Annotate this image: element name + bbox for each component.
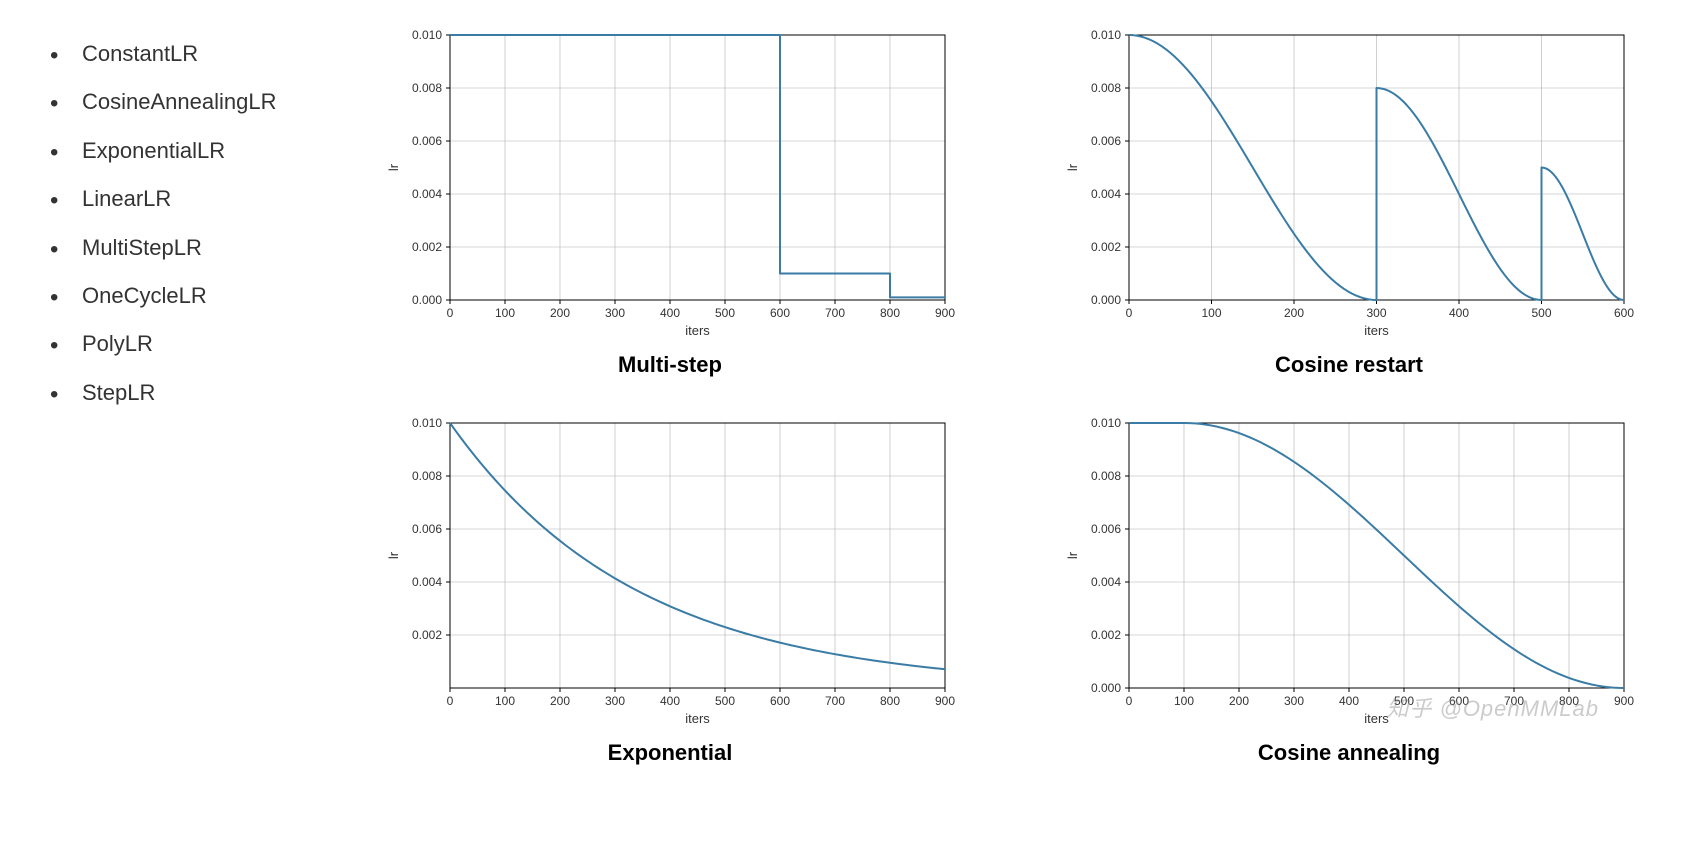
svg-text:900: 900 [935, 306, 955, 320]
svg-text:200: 200 [550, 306, 570, 320]
list-item: MultiStepLR [40, 224, 340, 272]
svg-text:800: 800 [880, 306, 900, 320]
svg-text:900: 900 [935, 694, 955, 708]
svg-text:iters: iters [1364, 711, 1389, 726]
chart-title: Exponential [380, 740, 960, 766]
chart-title: Cosine restart [1059, 352, 1639, 378]
list-item: ExponentialLR [40, 127, 340, 175]
sidebar-list: ConstantLR CosineAnnealingLR Exponential… [20, 20, 340, 417]
svg-text:0.010: 0.010 [1091, 28, 1121, 42]
list-item: CosineAnnealingLR [40, 78, 340, 126]
svg-text:lr: lr [1065, 551, 1080, 559]
svg-text:500: 500 [715, 306, 735, 320]
svg-text:600: 600 [770, 306, 790, 320]
svg-text:400: 400 [660, 694, 680, 708]
svg-text:300: 300 [605, 694, 625, 708]
svg-text:lr: lr [386, 551, 401, 559]
svg-text:0: 0 [447, 306, 454, 320]
svg-text:0.006: 0.006 [412, 522, 442, 536]
svg-text:0.002: 0.002 [1091, 628, 1121, 642]
svg-text:0.000: 0.000 [1091, 293, 1121, 307]
svg-text:0.002: 0.002 [412, 240, 442, 254]
chart-title: Cosine annealing [1059, 740, 1639, 766]
svg-text:600: 600 [1614, 306, 1634, 320]
svg-text:0.004: 0.004 [412, 575, 442, 589]
svg-text:200: 200 [1284, 306, 1304, 320]
svg-text:0.010: 0.010 [412, 28, 442, 42]
svg-text:600: 600 [770, 694, 790, 708]
svg-text:700: 700 [825, 694, 845, 708]
svg-text:300: 300 [605, 306, 625, 320]
svg-text:lr: lr [386, 163, 401, 171]
chart-grid: 0 100 200 300 400 500 600 700 800 900 0.000 0.002 0.… [380, 20, 1678, 766]
chart-cosine-annealing: 0 100 200 300 400 500 600 700 800 900 0.000 0.002 0.… [1059, 408, 1639, 766]
svg-text:iters: iters [685, 323, 710, 338]
svg-text:0.008: 0.008 [412, 469, 442, 483]
svg-text:0.008: 0.008 [1091, 469, 1121, 483]
svg-text:100: 100 [1174, 694, 1194, 708]
svg-text:800: 800 [880, 694, 900, 708]
svg-text:500: 500 [1531, 306, 1551, 320]
svg-text:500: 500 [1394, 694, 1414, 708]
chart-exponential: 0 100 200 300 400 500 600 700 800 900 0.002 0.004 0.… [380, 408, 960, 766]
svg-text:0.010: 0.010 [412, 416, 442, 430]
svg-text:700: 700 [825, 306, 845, 320]
list-item: ConstantLR [40, 30, 340, 78]
plot-svg: 0 100 200 300 400 500 600 700 800 900 0.000 0.002 0.… [380, 20, 960, 350]
svg-text:300: 300 [1284, 694, 1304, 708]
svg-text:0: 0 [1126, 694, 1133, 708]
svg-text:0.004: 0.004 [1091, 187, 1121, 201]
svg-text:0: 0 [447, 694, 454, 708]
svg-text:0.006: 0.006 [1091, 522, 1121, 536]
svg-text:600: 600 [1449, 694, 1469, 708]
list-item: PolyLR [40, 320, 340, 368]
svg-text:0.008: 0.008 [412, 81, 442, 95]
svg-text:100: 100 [495, 694, 515, 708]
svg-text:iters: iters [685, 711, 710, 726]
svg-text:0.008: 0.008 [1091, 81, 1121, 95]
svg-text:300: 300 [1366, 306, 1386, 320]
svg-text:400: 400 [660, 306, 680, 320]
svg-text:0.006: 0.006 [412, 134, 442, 148]
svg-text:0.004: 0.004 [1091, 575, 1121, 589]
svg-text:700: 700 [1504, 694, 1524, 708]
svg-text:0: 0 [1126, 306, 1133, 320]
svg-text:200: 200 [1229, 694, 1249, 708]
svg-text:iters: iters [1364, 323, 1389, 338]
svg-text:0.006: 0.006 [1091, 134, 1121, 148]
plot-svg: 0 100 200 300 400 500 600 700 800 900 0.000 0.002 0.… [1059, 408, 1639, 738]
svg-text:0.000: 0.000 [412, 293, 442, 307]
plot-svg: 0 100 200 300 400 500 600 0.000 0.002 0.004 0.006 0… [1059, 20, 1639, 350]
svg-text:0.002: 0.002 [412, 628, 442, 642]
main-layout: ConstantLR CosineAnnealingLR Exponential… [20, 20, 1678, 766]
svg-text:0.000: 0.000 [1091, 681, 1121, 695]
chart-cosine-restart: 0 100 200 300 400 500 600 0.000 0.002 0.004 0.006 0… [1059, 20, 1639, 378]
svg-text:400: 400 [1449, 306, 1469, 320]
svg-text:lr: lr [1065, 163, 1080, 171]
svg-text:0.010: 0.010 [1091, 416, 1121, 430]
list-item: OneCycleLR [40, 272, 340, 320]
svg-text:800: 800 [1559, 694, 1579, 708]
svg-text:400: 400 [1339, 694, 1359, 708]
svg-text:0.002: 0.002 [1091, 240, 1121, 254]
svg-text:500: 500 [715, 694, 735, 708]
chart-title: Multi-step [380, 352, 960, 378]
list-item: StepLR [40, 369, 340, 417]
svg-text:200: 200 [550, 694, 570, 708]
svg-text:100: 100 [1201, 306, 1221, 320]
svg-text:100: 100 [495, 306, 515, 320]
list-item: LinearLR [40, 175, 340, 223]
plot-svg: 0 100 200 300 400 500 600 700 800 900 0.002 0.004 0.… [380, 408, 960, 738]
svg-text:900: 900 [1614, 694, 1634, 708]
chart-multistep: 0 100 200 300 400 500 600 700 800 900 0.000 0.002 0.… [380, 20, 960, 378]
svg-text:0.004: 0.004 [412, 187, 442, 201]
